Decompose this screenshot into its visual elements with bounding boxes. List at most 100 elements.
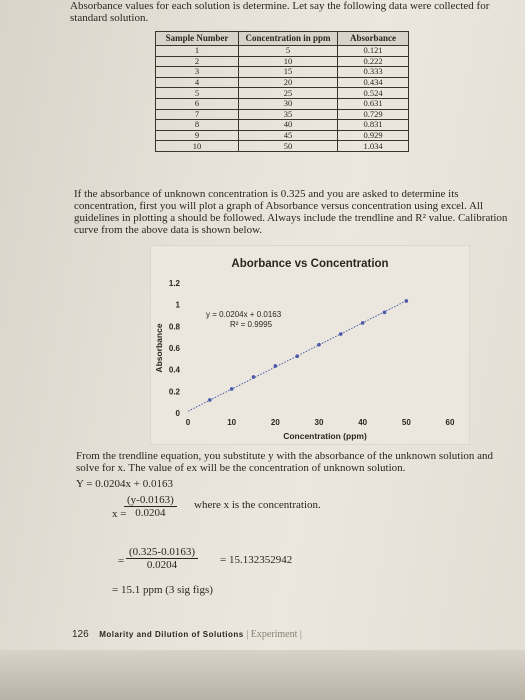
standards-table: Sample Number Concentration in ppm Absor… [155, 31, 409, 152]
cell-concentration: 20 [238, 76, 338, 89]
y-tick-label: 0.2 [169, 387, 181, 396]
header-absorbance: Absorbance [337, 31, 409, 46]
table-row: 2 10 0.222 [155, 55, 409, 68]
header-concentration: Concentration in ppm [238, 31, 338, 46]
table-row: 1 5 0.121 [155, 45, 409, 57]
paragraph-line-3: guidelines in plotting a should be follo… [74, 212, 508, 224]
data-point [251, 375, 256, 379]
cell-absorbance: 0.434 [337, 76, 409, 89]
data-point [317, 342, 321, 347]
calibration-chart: Aborbance vs Concentration 0 0.2 0.4 0.6 0.8 1… [149, 244, 471, 446]
cell-sample-number: 7 [155, 108, 239, 121]
fraction-2-denominator: 0.0204 [146, 559, 178, 571]
data-point [273, 364, 278, 368]
trend-equation-label: y = 0.0204x + 0.0163 [206, 310, 282, 319]
paragraph-line-2: concentration, first you will plot a gra… [74, 200, 484, 212]
page-number: 126 [72, 629, 89, 640]
y-tick-label: 1 [176, 301, 181, 310]
x-axis-label: Concentration (ppm) [283, 431, 367, 441]
page-shadow [0, 650, 525, 700]
y-tick-label: 1.2 [169, 279, 181, 288]
y-tick-label: 0.4 [169, 366, 181, 375]
cell-concentration: 40 [238, 119, 338, 131]
intro-line-1: Absorbance values for each solution is d… [70, 0, 490, 12]
cell-sample-number: 3 [155, 66, 239, 78]
cell-concentration: 30 [238, 97, 338, 110]
fraction-2-numerator: (0.325-0.0163) [126, 546, 198, 559]
cell-sample-number: 6 [155, 97, 239, 110]
cell-absorbance: 0.631 [337, 97, 409, 110]
chart-title: Aborbance vs Concentration [231, 258, 388, 270]
y-axis-label: Absorbance [154, 323, 164, 372]
cell-sample-number: 5 [155, 87, 239, 99]
after-line-2: solve for x. The value of ex will be the… [76, 462, 406, 474]
fraction-2: (0.325-0.0163) 0.0204 [126, 546, 198, 571]
trend-equation: Y = 0.0204x + 0.0163 [76, 478, 173, 490]
table-row: 3 15 0.333 [155, 66, 409, 78]
chart-frame [149, 244, 471, 446]
y-tick-label: 0.8 [169, 322, 181, 331]
x-tick-label: 20 [271, 418, 280, 427]
header-sample-number: Sample Number [155, 31, 239, 46]
cell-absorbance: 0.524 [337, 87, 409, 99]
y-tick-label: 0.6 [169, 344, 181, 353]
cell-sample-number: 8 [155, 119, 239, 131]
data-point [382, 310, 387, 315]
cell-absorbance: 0.222 [337, 55, 409, 68]
data-point [339, 332, 343, 336]
data-point [208, 398, 212, 402]
section-label: | Experiment | [246, 629, 302, 640]
where-note: where x is the concentration. [194, 499, 321, 511]
cell-concentration: 10 [238, 55, 338, 68]
result-exact: = 15.132352942 [220, 554, 293, 566]
x-tick-label: 60 [446, 418, 455, 427]
running-title: Molarity and Dilution of Solutions [99, 630, 244, 639]
cell-sample-number: 2 [155, 55, 239, 68]
x-tick-label: 40 [358, 418, 367, 427]
after-line-1: From the trendline equation, you substit… [76, 450, 494, 462]
cell-absorbance: 0.831 [337, 119, 409, 131]
x-equals: x = [112, 508, 127, 520]
r-squared-label: R² = 0.9995 [230, 320, 273, 329]
cell-absorbance: 0.929 [337, 129, 409, 142]
table-row: 4 20 0.434 [155, 76, 409, 89]
cell-concentration: 35 [238, 108, 338, 121]
cell-concentration: 50 [238, 140, 338, 152]
table-row: 7 35 0.729 [155, 108, 409, 121]
y-tick-label: 0 [176, 409, 181, 418]
cell-concentration: 45 [238, 129, 338, 142]
table-row: 6 30 0.631 [155, 97, 409, 110]
result-rounded: = 15.1 ppm (3 sig figs) [112, 584, 213, 596]
data-point [229, 387, 234, 391]
x-tick-label: 0 [186, 418, 191, 427]
x-tick-label: 10 [227, 418, 236, 427]
table-row: 8 40 0.831 [155, 119, 409, 131]
paragraph-line-1: If the absorbance of unknown concentrati… [74, 188, 459, 200]
cell-sample-number: 1 [155, 45, 239, 57]
data-point [360, 321, 365, 325]
cell-concentration: 5 [238, 45, 338, 57]
fraction-1-numerator: (y-0.0163) [124, 494, 177, 507]
chart-svg: Aborbance vs Concentration 0 0.2 0.4 0.6 0.8 1… [149, 244, 471, 446]
page-footer: 126 Molarity and Dilution of Solutions |… [72, 629, 302, 640]
table-row: 9 45 0.929 [155, 129, 409, 142]
x-tick-label: 50 [402, 418, 411, 427]
data-point [295, 354, 299, 359]
cell-absorbance: 0.121 [337, 45, 409, 57]
data-point [404, 299, 409, 303]
intro-line-2: standard solution. [70, 12, 149, 24]
fraction-1: (y-0.0163) 0.0204 [124, 494, 177, 519]
cell-sample-number: 4 [155, 76, 239, 89]
table-row: 5 25 0.524 [155, 87, 409, 99]
table-row: 10 50 1.034 [155, 140, 409, 152]
table-header-row: Sample Number Concentration in ppm Absor… [155, 31, 409, 46]
fraction-1-denominator: 0.0204 [135, 507, 166, 519]
cell-sample-number: 9 [155, 129, 239, 142]
cell-absorbance: 1.034 [337, 140, 409, 152]
cell-sample-number: 10 [155, 140, 239, 152]
x-tick-label: 30 [315, 418, 324, 427]
cell-absorbance: 0.333 [337, 66, 409, 78]
paragraph-line-4: curve from the above data is shown below… [74, 224, 263, 236]
cell-absorbance: 0.729 [337, 108, 409, 121]
